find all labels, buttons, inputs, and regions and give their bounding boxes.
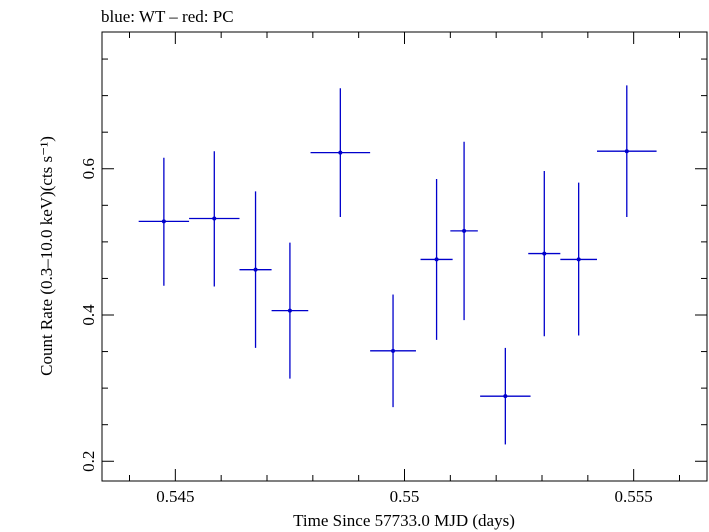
point-marker [253, 267, 258, 272]
y-tick-label: 0.4 [79, 304, 98, 326]
data-point [450, 141, 478, 321]
point-marker [287, 308, 292, 313]
point-marker [212, 216, 217, 221]
y-tick-label: 0.6 [79, 158, 98, 179]
point-marker [576, 257, 581, 262]
point-marker [462, 228, 467, 233]
data-point [420, 178, 453, 340]
point-marker [161, 219, 166, 224]
data-point [480, 347, 531, 445]
axis-tick-labels: 0.545 0.55 0.555 0.2 0.4 0.6 [79, 158, 653, 506]
data-point [239, 191, 272, 348]
x-tick-label: 0.555 [615, 487, 653, 506]
chart-title: blue: WT – red: PC [101, 7, 234, 26]
data-point [528, 170, 561, 337]
data-point [138, 157, 190, 286]
point-marker [434, 257, 439, 262]
x-tick-label: 0.545 [156, 487, 194, 506]
point-marker [542, 251, 547, 256]
plot-frame [101, 31, 708, 482]
x-tick-label: 0.55 [390, 487, 420, 506]
y-tick-label: 0.2 [79, 451, 98, 472]
point-marker [338, 150, 343, 155]
point-marker [624, 149, 629, 154]
data-point [189, 151, 240, 287]
data-point [370, 294, 416, 408]
data-point [560, 182, 597, 336]
x-axis-label: Time Since 57733.0 MJD (days) [293, 511, 515, 530]
point-marker [503, 394, 508, 399]
axis-ticks [102, 32, 707, 481]
point-marker [391, 348, 396, 353]
data-point [310, 88, 371, 218]
data-points [138, 85, 657, 445]
data-point [271, 242, 309, 379]
data-point [597, 85, 657, 218]
y-axis-label: Count Rate (0.3–10.0 keV)(cts s⁻¹) [37, 136, 56, 376]
